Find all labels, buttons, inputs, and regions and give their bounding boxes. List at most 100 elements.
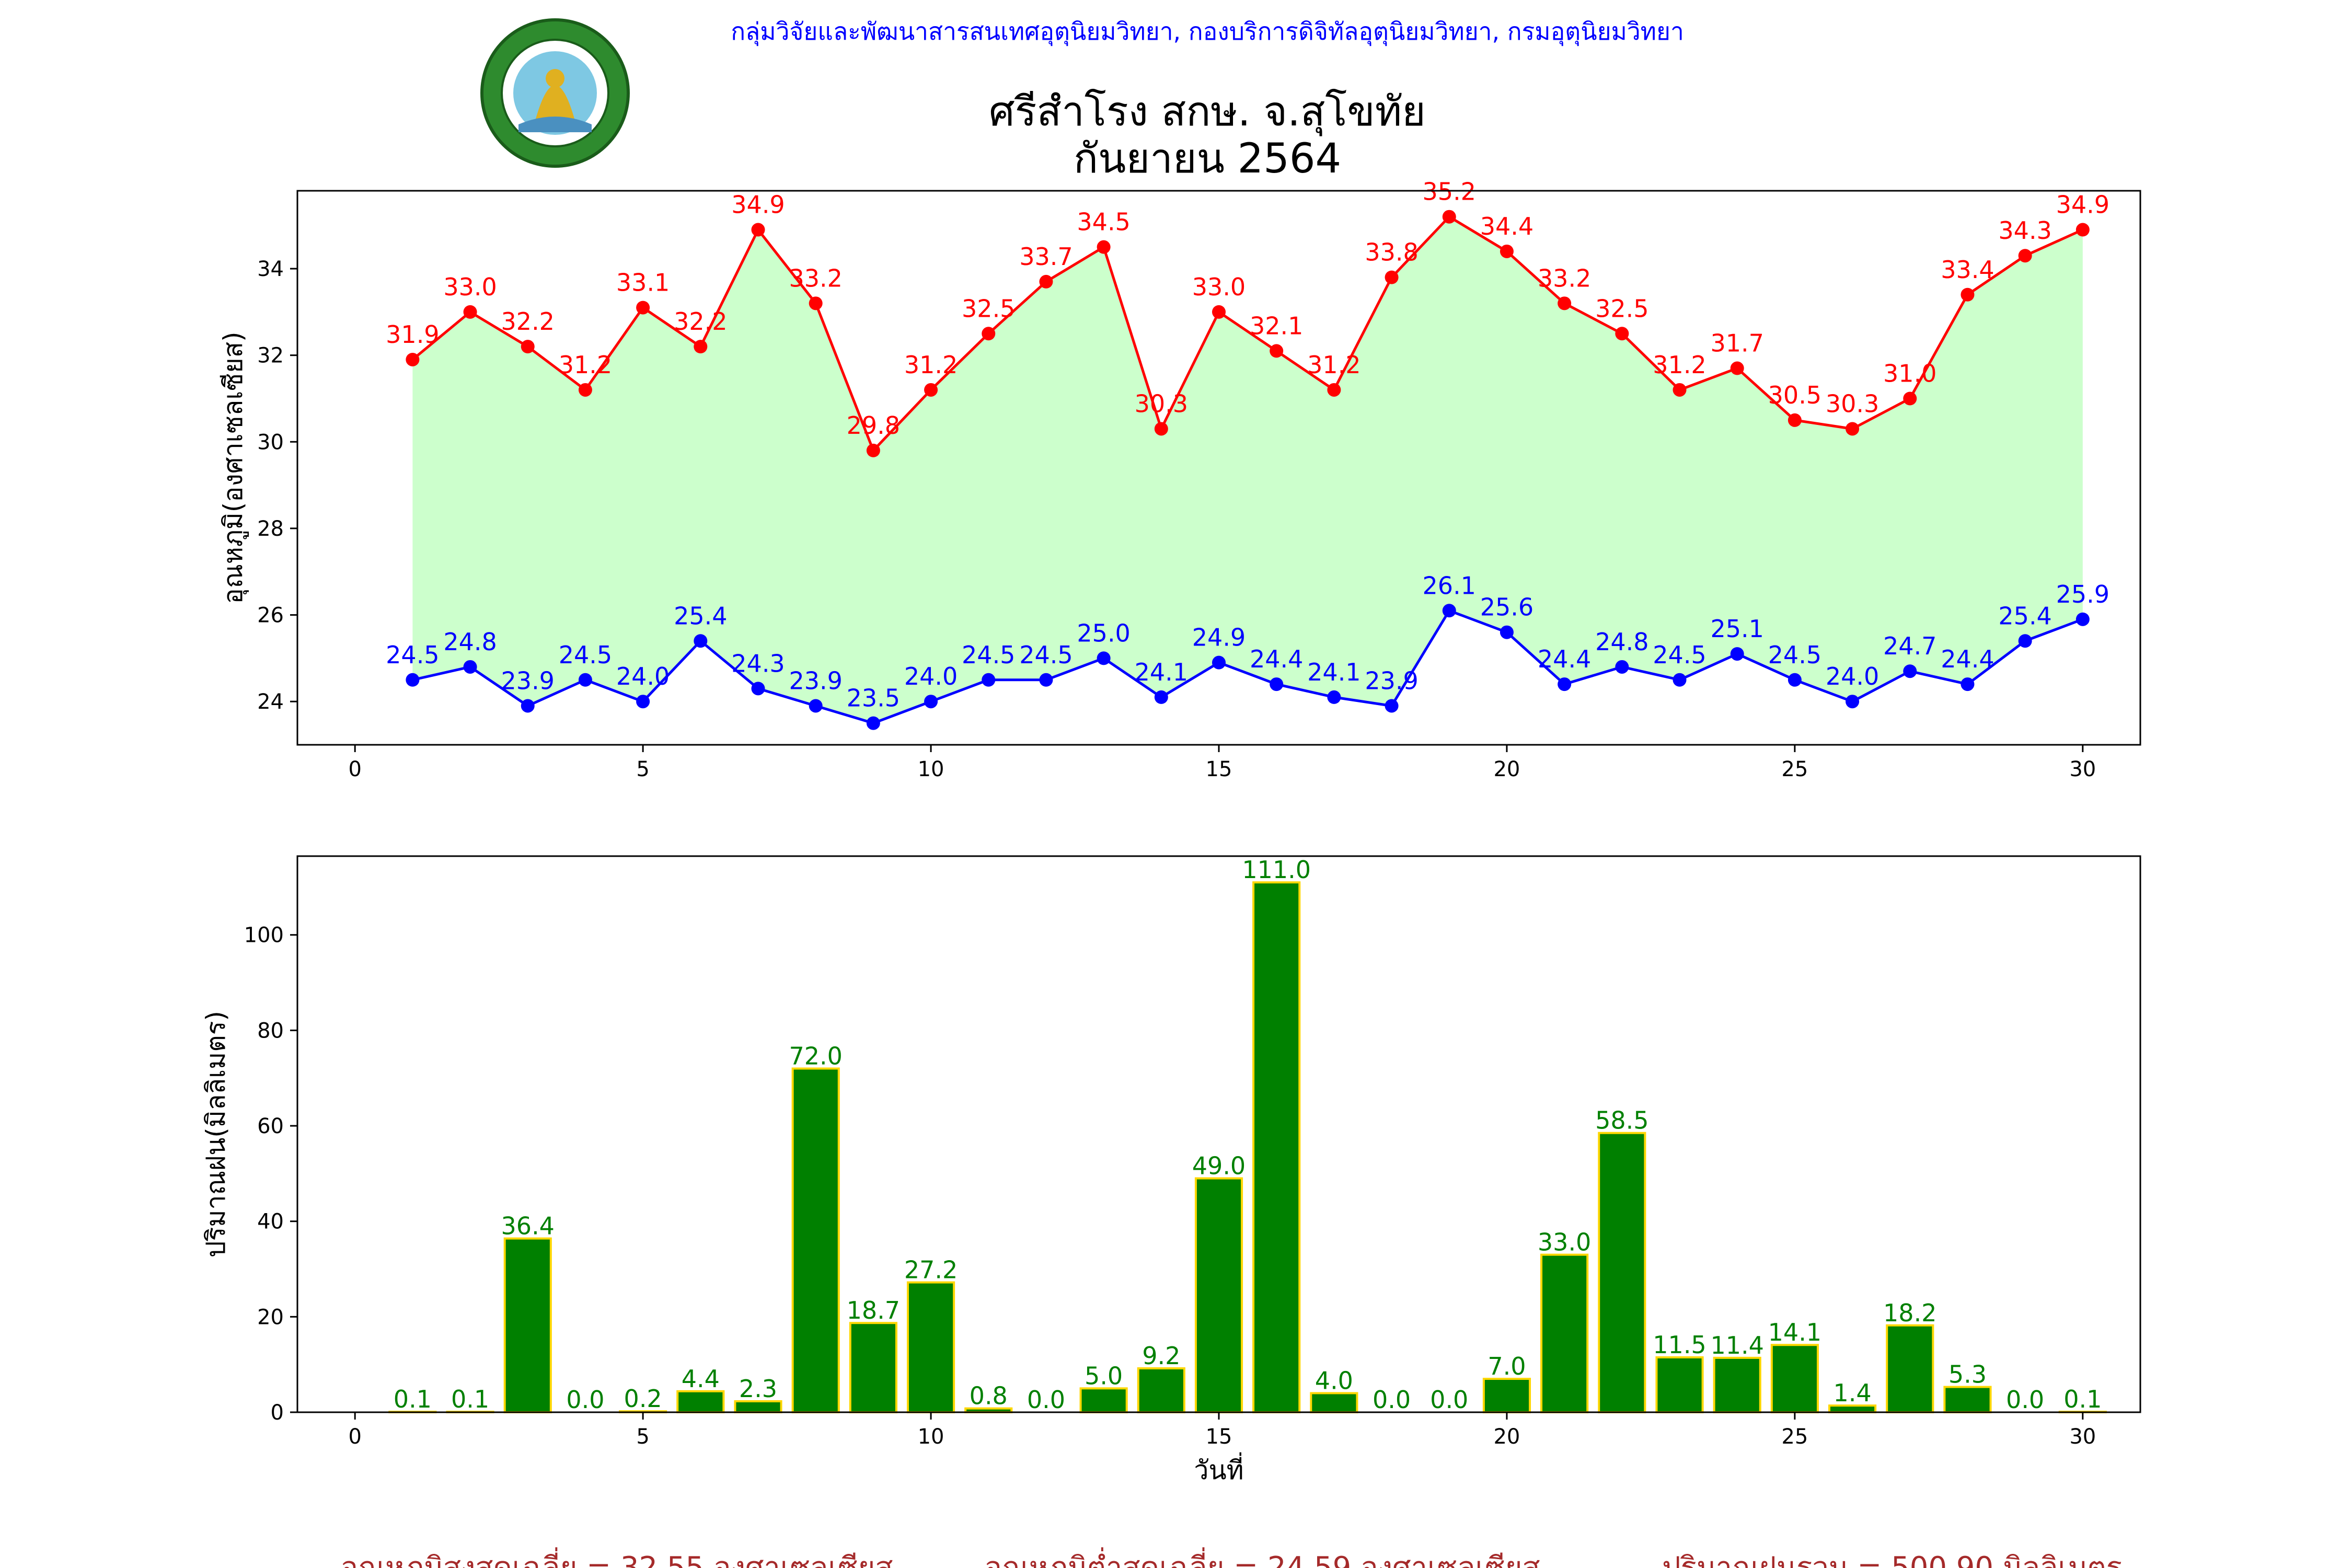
temperature-x-tick-label: 5 <box>636 757 649 781</box>
rainfall-data-label: 18.2 <box>1883 1299 1936 1327</box>
temperature-x-tick-label: 15 <box>1206 757 1232 781</box>
temperature-min-point <box>1097 651 1111 665</box>
temperature-min-data-label: 24.4 <box>1250 645 1303 673</box>
rainfall-y-tick-label: 40 <box>257 1210 284 1234</box>
summary-avg-min: อุณหภูมิต่ำสุดเฉลี่ย = 24.59 องศาเซลเซีย… <box>984 1547 1540 1568</box>
organization-header: กลุ่มวิจัยและพัฒนาสารสนเทศอุตุนิยมวิทยา,… <box>731 17 1684 47</box>
temperature-max-data-label: 33.2 <box>1538 264 1591 292</box>
temperature-max-data-label: 32.5 <box>1595 294 1648 322</box>
temperature-y-tick-label: 32 <box>257 344 284 368</box>
temperature-max-point <box>521 340 535 354</box>
temperature-max-line <box>411 215 2083 453</box>
chart-subtitle: กันยายน 2564 <box>1074 135 1341 182</box>
temperature-max-data-label: 32.2 <box>501 307 555 336</box>
rainfall-data-label: 111.0 <box>1242 856 1311 884</box>
temperature-max-point <box>1961 287 1975 302</box>
temperature-min-data-label: 24.4 <box>1538 645 1591 673</box>
temperature-max-data-label: 31.0 <box>1883 360 1936 388</box>
rainfall-bar <box>1079 1387 1128 1413</box>
rainfall-data-label: 0.0 <box>2006 1386 2044 1414</box>
temperature-min-point <box>866 716 880 730</box>
temperature-max-point <box>1327 383 1341 397</box>
rainfall-data-label: 0.0 <box>1027 1386 1065 1414</box>
rainfall-y-tick-label: 60 <box>257 1114 284 1138</box>
temperature-max-data-label: 30.3 <box>1826 389 1879 418</box>
temperature-min-data-label: 24.5 <box>962 641 1015 669</box>
rainfall-data-label: 5.3 <box>1949 1361 1987 1389</box>
temperature-min-point <box>1442 604 1456 618</box>
rainfall-data-label: 0.1 <box>394 1385 432 1413</box>
rainfall-data-label: 33.0 <box>1538 1228 1591 1256</box>
rainfall-data-label: 0.0 <box>566 1386 604 1414</box>
rainfall-bar <box>734 1400 782 1413</box>
rainfall-x-axis-label: วันที่ <box>1194 1452 1243 1485</box>
temperature-min-data-label: 25.0 <box>1077 619 1130 647</box>
temperature-min-point <box>578 673 592 687</box>
temperature-min-point <box>521 699 535 713</box>
rainfall-data-label: 9.2 <box>1142 1342 1180 1370</box>
temperature-max-point <box>1154 422 1168 436</box>
temperature-max-data-label: 34.3 <box>1998 216 2051 245</box>
temperature-max-point <box>1500 244 1514 258</box>
rainfall-y-axis-label: ปริมาณฝน(มิลลิเมตร) <box>201 1011 231 1258</box>
temperature-min-point <box>982 673 996 687</box>
rainfall-bar <box>1482 1378 1531 1413</box>
rainfall-data-label: 72.0 <box>789 1042 842 1070</box>
temperature-max-point <box>694 340 708 354</box>
temperature-min-data-label: 24.7 <box>1883 632 1936 660</box>
temperature-x-tick-label: 20 <box>1493 757 1520 781</box>
temperature-min-point <box>1558 677 1572 691</box>
rainfall-bar <box>906 1281 955 1413</box>
temperature-min-point <box>1500 625 1514 639</box>
temperature-max-point <box>751 223 765 237</box>
rainfall-data-label: 7.0 <box>1488 1352 1526 1380</box>
temperature-max-point <box>1442 210 1456 224</box>
rainfall-x-tick-label: 30 <box>2069 1425 2096 1449</box>
rainfall-bar <box>1137 1367 1185 1414</box>
temperature-max-point <box>1270 344 1284 358</box>
rainfall-data-label: 49.0 <box>1192 1151 1246 1180</box>
temperature-min-data-label: 25.4 <box>1998 602 2051 630</box>
temperature-max-data-label: 31.2 <box>1653 351 1706 379</box>
temperature-min-data-label: 24.1 <box>1307 658 1361 686</box>
rainfall-bar <box>1194 1177 1243 1414</box>
rainfall-bar <box>503 1237 552 1414</box>
temperature-max-point <box>1097 240 1111 254</box>
temperature-min-point <box>809 699 823 713</box>
temperature-max-data-label: 34.4 <box>1480 212 1534 240</box>
summary-avg-max: อุณหภูมิสูงสุดเฉลี่ย = 32.55 องศาเซลเซีย… <box>340 1547 893 1568</box>
temperature-y-tick-label: 28 <box>257 517 284 541</box>
rainfall-data-label: 11.5 <box>1653 1331 1706 1359</box>
temperature-max-data-label: 33.2 <box>789 264 842 292</box>
temperature-min-point <box>1961 677 1975 691</box>
rainfall-bar <box>1655 1356 1704 1414</box>
temperature-max-point <box>463 305 477 319</box>
temperature-x-tick-label: 0 <box>348 757 361 781</box>
temperature-min-point <box>2076 612 2090 626</box>
temperature-max-data-label: 31.7 <box>1710 329 1763 358</box>
temperature-min-data-label: 24.3 <box>731 649 785 677</box>
rainfall-x-tick-label: 0 <box>348 1425 361 1449</box>
temperature-min-point <box>2018 634 2032 648</box>
temperature-y-tick-label: 34 <box>257 257 284 281</box>
temperature-min-point <box>924 695 938 709</box>
rainfall-data-label: 0.2 <box>624 1385 662 1413</box>
temperature-min-data-label: 24.5 <box>559 641 612 669</box>
rainfall-bar <box>1886 1324 1934 1414</box>
rainfall-data-label: 5.0 <box>1085 1362 1123 1390</box>
chart-title: ศรีสำโรง สกษ. จ.สุโขทัย <box>989 88 1426 136</box>
rainfall-data-label: 1.4 <box>1833 1379 1871 1407</box>
temperature-min-point <box>1903 664 1917 678</box>
rainfall-data-label: 11.4 <box>1710 1331 1763 1359</box>
temperature-max-point <box>1673 383 1687 397</box>
temperature-max-point <box>1903 391 1917 406</box>
temperature-x-tick-label: 30 <box>2069 757 2096 781</box>
temperature-max-point <box>1385 270 1399 284</box>
temperature-max-data-label: 29.8 <box>847 411 900 440</box>
temperature-max-point <box>1212 305 1226 319</box>
temperature-min-point <box>1730 647 1744 661</box>
temperature-min-data-label: 24.5 <box>386 641 439 669</box>
rainfall-y-tick-label: 20 <box>257 1305 284 1329</box>
temperature-max-point <box>2018 249 2032 263</box>
